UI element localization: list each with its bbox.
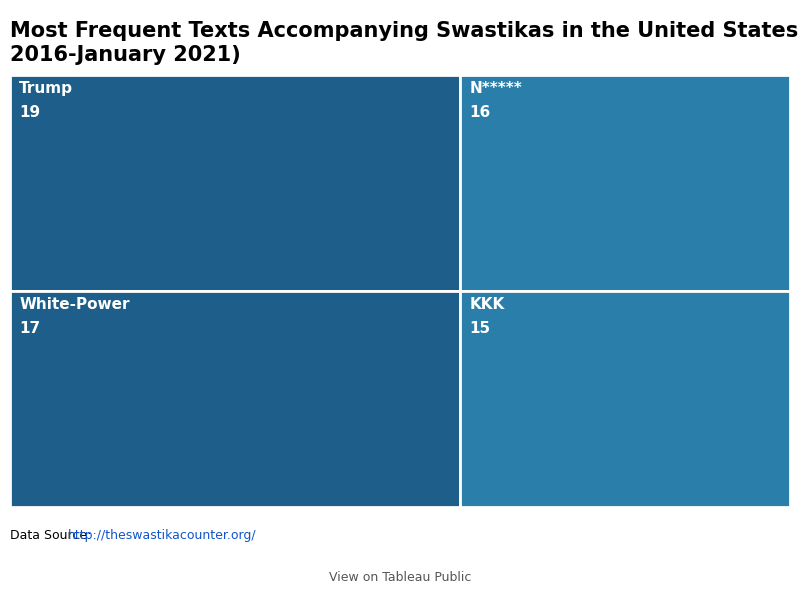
Text: KKK: KKK (470, 297, 505, 312)
Text: N*****: N***** (470, 81, 522, 96)
Text: 2016-January 2021): 2016-January 2021) (10, 45, 240, 65)
Text: White-Power: White-Power (19, 297, 130, 312)
Text: View on Tableau Public: View on Tableau Public (329, 571, 471, 584)
Text: Most Frequent Texts Accompanying Swastikas in the United States (January: Most Frequent Texts Accompanying Swastik… (10, 21, 800, 41)
Text: Data Source:: Data Source: (10, 529, 95, 542)
Text: 16: 16 (470, 105, 491, 120)
Text: http://theswastikacounter.org/: http://theswastikacounter.org/ (68, 529, 257, 542)
Text: 17: 17 (19, 321, 40, 336)
Text: 15: 15 (470, 321, 490, 336)
Text: 19: 19 (19, 105, 40, 120)
Text: Trump: Trump (19, 81, 74, 96)
